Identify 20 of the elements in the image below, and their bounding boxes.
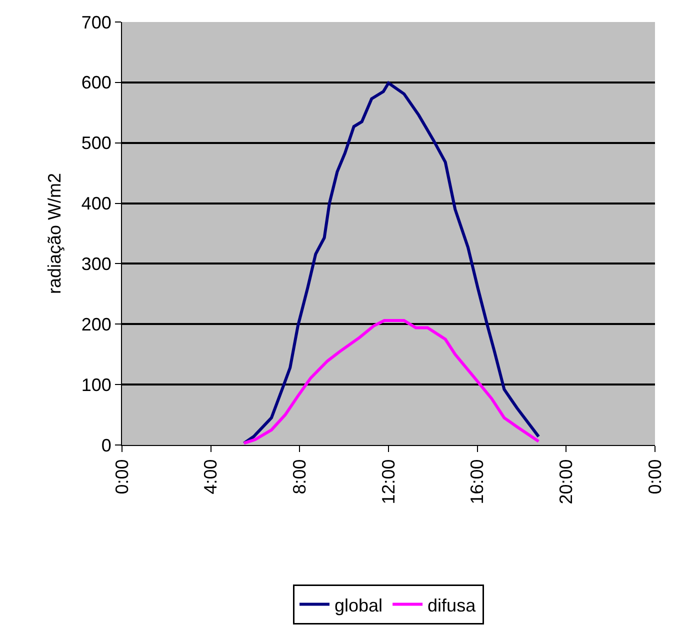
y-tick-label: 0 [101,435,112,456]
y-tick-label: 300 [81,254,112,274]
x-tick-label: 0:00 [112,459,132,494]
y-tick-label: 100 [81,374,112,395]
y-tick-label: 500 [81,133,112,154]
y-tick-label: 400 [81,194,112,214]
x-tick-label: 16:00 [467,459,488,504]
y-tick-label: 700 [81,12,112,32]
y-tick-label: 600 [81,72,112,93]
x-tick-label: 20:00 [556,459,576,504]
x-tick-label: 0:00 [644,459,665,494]
legend-label: global [334,595,383,616]
line-series [242,319,540,445]
x-tick-label: 4:00 [200,459,221,494]
x-tick-label: 12:00 [378,459,398,504]
y-tick-label: 200 [81,314,112,334]
x-tick-label: 8:00 [290,459,310,494]
legend-label: difusa [428,595,477,616]
line-series [242,82,540,445]
y-axis-title: radiação W/m2 [44,172,65,294]
